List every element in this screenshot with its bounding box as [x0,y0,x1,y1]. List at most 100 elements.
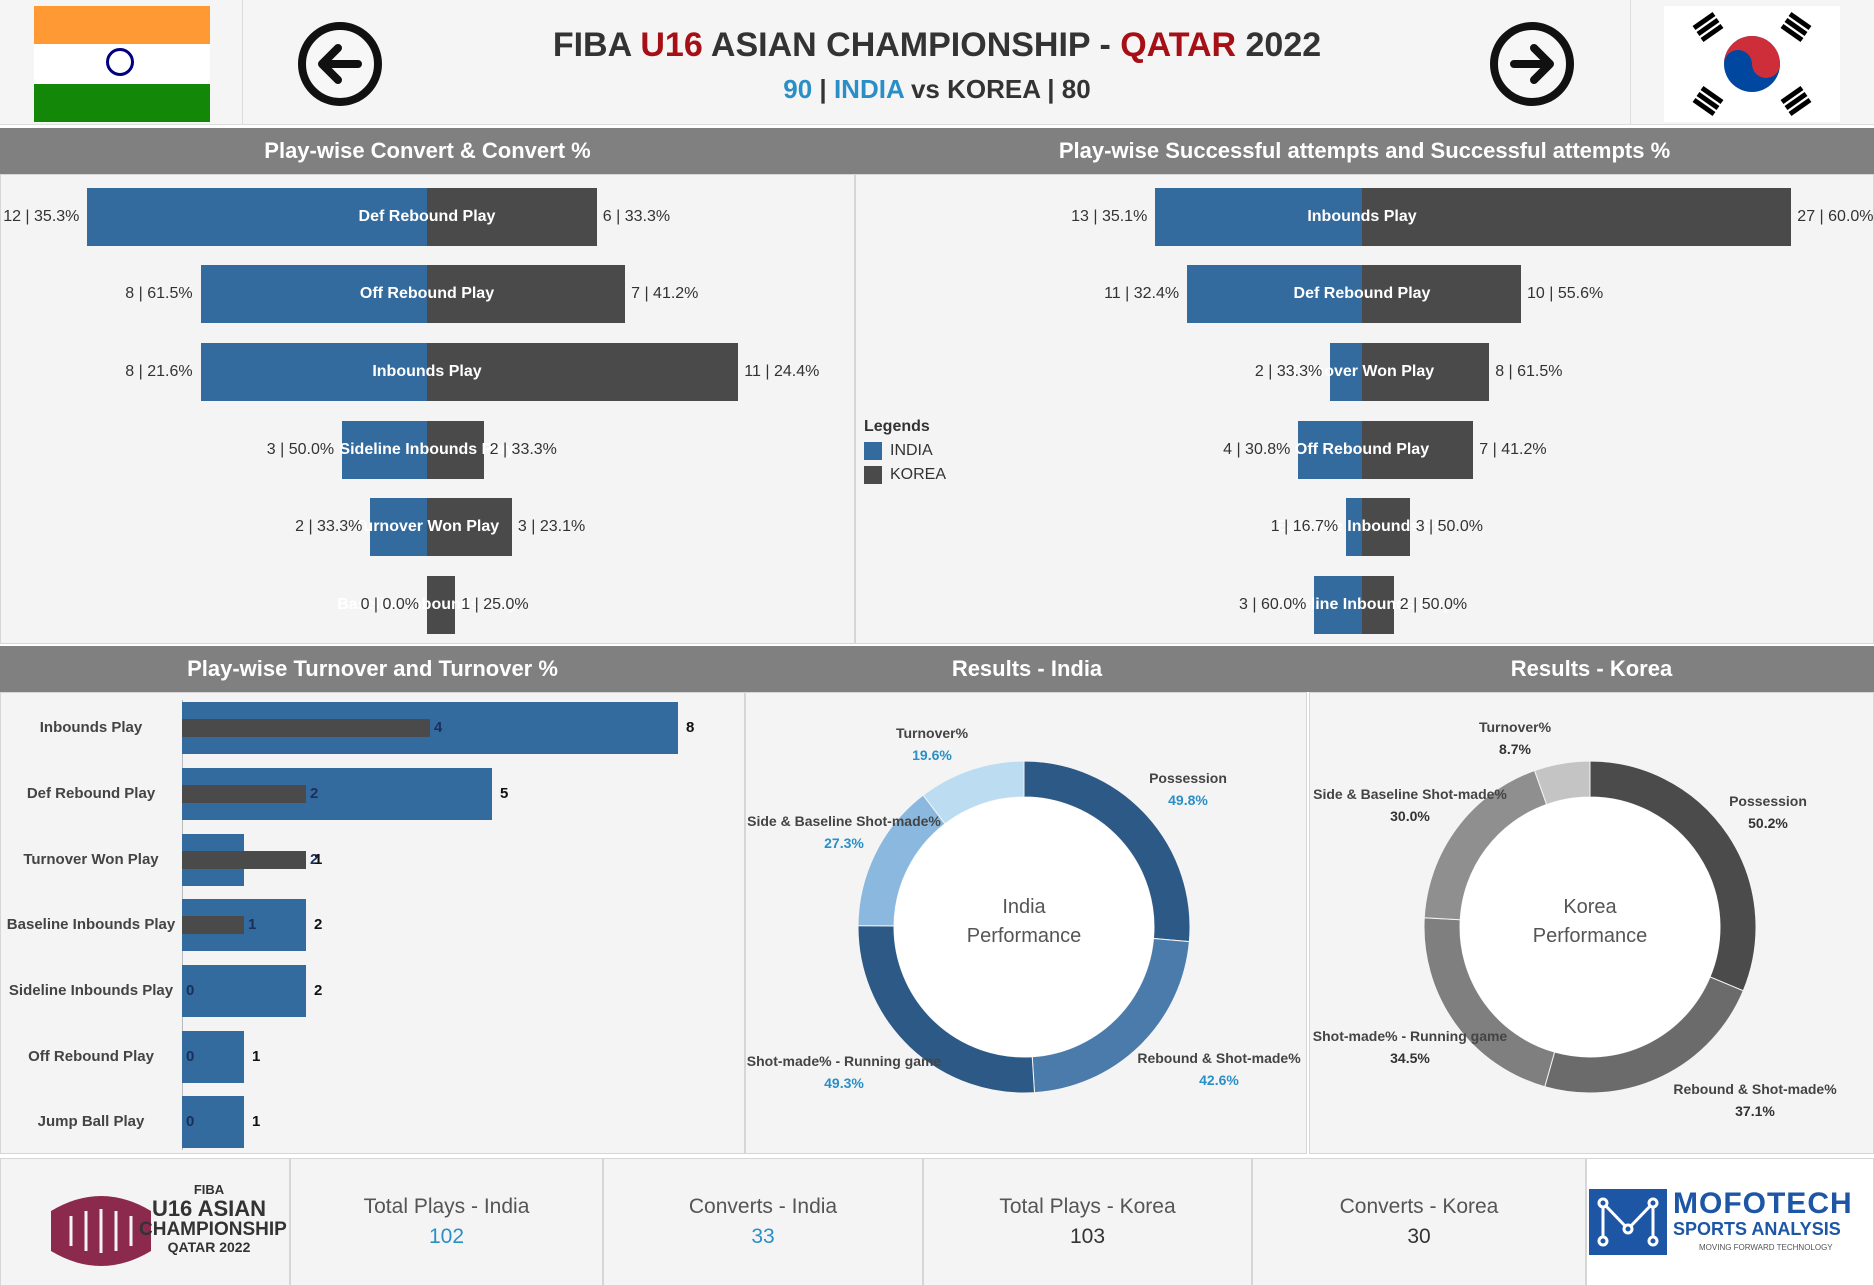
donut-slice-label: Rebound & Shot-made% [1673,1081,1837,1097]
korea-bar [427,265,626,323]
india-value-label: 4 | 30.8% [1223,441,1291,458]
korea-bar [1362,265,1521,323]
india-turnover-bar [182,965,306,1017]
donut-slice-value: 34.5% [1390,1050,1430,1066]
kpi-converts-korea: Converts - Korea 30 [1252,1158,1586,1286]
next-button[interactable] [1490,22,1574,106]
donut-slice-value: 27.3% [824,835,864,851]
kpi-converts-india: Converts - India 33 [603,1158,923,1286]
results-korea-header: Results - Korea [1309,646,1874,692]
india-turnover-bar [182,1096,244,1148]
korea-turnover-value: 2 [310,785,319,802]
kpi-title: Converts - Korea [1339,1195,1499,1218]
bar-category-label: Turnover Won Play [1289,363,1435,380]
bar-category-label: Off Rebound Play [1294,441,1430,458]
convert-panel [0,174,855,644]
donut-slice-label: Shot-made% - Running game [1313,1028,1508,1044]
korea-flag [1664,6,1840,122]
donut-hole [894,797,1154,1057]
donut-slice-value: 50.2% [1748,815,1788,831]
bar-category-label: Turnover Won Play [354,518,500,535]
donut-center-label: Korea [1563,896,1617,918]
logo-right-card: MOFOTECH SPORTS ANALYSIS MOVING FORWARD … [1586,1158,1874,1286]
kpi-value: 30 [1407,1225,1431,1248]
score-line: 90 | INDIA vs KOREA | 80 [783,74,1091,104]
results-india-header: Results - India [745,646,1309,692]
india-bar [1346,498,1362,556]
prev-button[interactable] [298,22,382,106]
korea-bar [1362,188,1792,246]
turnover-panel-header: Play-wise Turnover and Turnover % [0,646,745,692]
bar-category-label: Off Rebound Play [359,285,495,302]
india-turnover-value: 1 [314,851,323,868]
bar-category-label: Baseline Inbounds Play [337,596,517,613]
korea-bar [1362,576,1394,634]
kpi-title: Converts - India [688,1195,838,1218]
logo-left-text: FIBA U16 ASIAN CHAMPIONSHIP QATAR 2022 [139,1182,287,1255]
success-panel [855,174,1874,644]
korea-bar [427,188,597,246]
korea-turnover-bar [182,719,430,737]
korea-bar [427,576,456,634]
legend: Legends INDIA KOREA [864,418,946,484]
donut-center-label: Performance [1533,925,1648,947]
india-value-label: 2 | 33.3% [1254,363,1323,380]
india-value-label: 11 | 32.4% [1104,285,1180,302]
donut-slice-value: 8.7% [1499,741,1531,757]
korea-turnover-bar [182,785,306,803]
turnover-category-label: Turnover Won Play [23,851,159,868]
bar-category-label: Sideline Inbounds Play [339,441,515,458]
ashoka-chakra-icon [106,48,134,76]
bar-category-label: Inbounds Play [372,363,482,380]
arrow-right-icon [1510,44,1554,84]
donut-slice-value: 49.8% [1168,792,1208,808]
page-title: FIBA U16 ASIAN CHAMPIONSHIP - QATAR 2022 [552,26,1322,64]
success-panel-header: Play-wise Successful attempts and Succes… [855,128,1874,174]
korea-value-label: 2 | 33.3% [489,441,557,458]
legend-item-india[interactable]: INDIA [864,442,946,460]
india-score: 90 [783,74,813,104]
turnover-category-label: Baseline Inbounds Play [6,916,176,933]
india-bar [1298,421,1362,479]
korea-value-label: 3 | 23.1% [517,518,586,535]
bar-category-label: Def Rebound Play [358,208,496,225]
india-bar [1330,343,1362,401]
india-bar [1155,188,1362,246]
turnover-category-label: Jump Ball Play [37,1113,145,1130]
donut-slice-label: Side & Baseline Shot-made% [1313,786,1507,802]
india-value-label: 0 | 0.0% [360,596,419,613]
donut-center-label: Performance [967,925,1082,947]
donut-slice-label: Side & Baseline Shot-made% [747,813,941,829]
india-value-label: 3 | 50.0% [266,441,335,458]
india-turnover-value: 1 [252,1113,261,1130]
india-value-label: 1 | 16.7% [1270,518,1339,535]
donut-slice-value: 30.0% [1390,808,1430,824]
korea-value-label: 11 | 24.4% [744,363,820,380]
india-turnover-value: 2 [314,916,323,933]
india-value-label: 8 | 21.6% [125,363,193,380]
kpi-title: Total Plays - Korea [999,1195,1176,1218]
korea-bar [1362,343,1490,401]
kpi-value: 102 [428,1225,465,1248]
legend-item-korea[interactable]: KOREA [864,466,946,484]
championship-logo-icon [51,1196,151,1266]
turnover-category-label: Off Rebound Play [28,1048,154,1065]
donut-slice-label: Turnover% [1479,719,1552,735]
korea-value-label: 27 | 60.0% [1797,208,1874,225]
mofotech-logo: MOFOTECH SPORTS ANALYSIS MOVING FORWARD … [1589,1187,1867,1257]
korea-value-label: 7 | 41.2% [1479,441,1547,458]
india-bar [342,421,427,479]
india-value-label: 2 | 33.3% [295,518,363,535]
korea-value-label: 6 | 33.3% [602,208,671,225]
donut-hole [1460,797,1720,1057]
korea-bar [427,498,512,556]
kpi-value: 33 [751,1225,775,1248]
donut-slice-value: 42.6% [1199,1072,1239,1088]
donut-center-label: India [1002,896,1046,918]
korea-value-label: 3 | 50.0% [1415,518,1483,535]
india-team-name: INDIA [833,74,904,104]
india-value-label: 8 | 61.5% [125,285,193,302]
india-turnover-value: 8 [686,719,695,736]
india-bar [1314,576,1362,634]
donut-slice-label: Turnover% [896,725,969,741]
